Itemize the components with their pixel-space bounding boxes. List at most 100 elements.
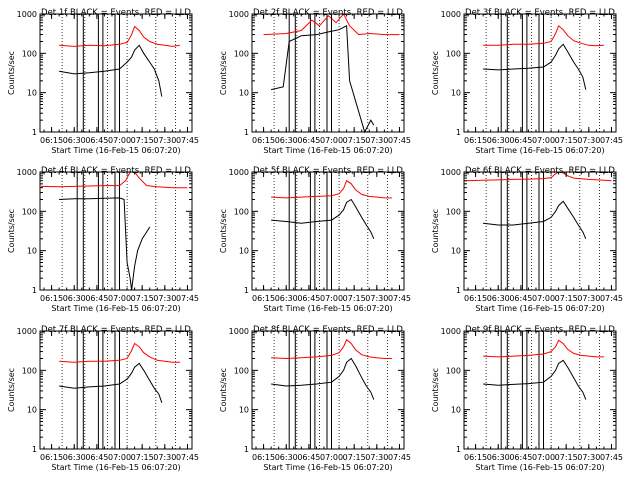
x-tick-label: 07:00 [532,453,555,462]
panel-det-4: 1 10 100 1000 06:15 06:30 06:45 07:00 07:15 07:30… [7,166,199,313]
y-tick-label: 1 [244,286,249,295]
x-tick-label: 07:45 [600,294,623,303]
y-axis-label: Counts/sec [219,51,228,95]
x-tick-label: 06:15 [464,294,487,303]
panel-det-6: 1 10 100 1000 06:15 06:30 06:45 07:00 07:15 07:30… [431,166,623,313]
y-tick-label: 1000 [441,10,461,19]
x-tick-label: 06:30 [275,453,298,462]
x-tick-label: 07:00 [108,453,131,462]
events-line [483,359,587,400]
plot-frame [463,171,617,291]
x-axis-label: Start Time (16-Feb-15 06:07:20) [263,463,392,472]
x-tick-label: 07:00 [320,453,343,462]
x-axis-label: Start Time (16-Feb-15 06:07:20) [475,463,604,472]
y-tick-label: 100 [22,366,37,375]
y-tick-label: 1 [32,445,37,454]
x-tick-label: 07:15 [343,453,366,462]
y-tick-label: 10 [451,247,461,256]
x-axis-label: Start Time (16-Feb-15 06:07:20) [51,146,180,155]
x-tick-label: 06:15 [252,294,275,303]
panel-det-8: 1 10 100 1000 06:15 06:30 06:45 07:00 07:15 07:30… [219,325,411,472]
y-tick-label: 1 [32,128,37,137]
x-tick-label: 06:45 [297,453,320,462]
y-tick-label: 1 [456,286,461,295]
panel-det-5: 1 10 100 1000 06:15 06:30 06:45 07:00 07:15 07:30… [219,166,411,313]
x-axis-label: Start Time (16-Feb-15 06:07:20) [51,463,180,472]
y-tick-label: 100 [22,49,37,58]
y-tick-label: 1000 [17,10,37,19]
x-tick-label: 07:45 [600,136,623,145]
x-tick-label: 07:45 [176,294,199,303]
y-axis-label: Counts/sec [7,209,16,253]
events-line [483,200,587,239]
panel-title: Det 6f BLACK = Events, RED = LLD [465,166,615,176]
x-tick-label: 07:00 [320,294,343,303]
x-tick-label: 06:30 [63,294,86,303]
plot-frame [251,13,405,133]
y-axis-label: Counts/sec [431,209,440,253]
panel-title: Det 4f BLACK = Events, RED = LLD [41,166,191,176]
x-tick-label: 06:30 [275,294,298,303]
x-tick-label: 07:30 [365,453,388,462]
panel-title: Det 3f BLACK = Events, RED = LLD [465,8,615,18]
events-line [59,44,163,97]
x-tick-label: 07:15 [555,453,578,462]
lld-line [271,179,392,199]
panel-title: Det 7f BLACK = Events, RED = LLD [41,325,191,335]
lld-line [59,25,180,47]
y-tick-label: 1 [244,128,249,137]
x-tick-label: 06:15 [40,136,63,145]
x-tick-label: 06:30 [487,453,510,462]
lld-line [464,171,612,182]
y-tick-label: 1000 [229,327,249,336]
events-line [59,197,151,291]
x-tick-label: 07:45 [388,453,411,462]
y-tick-label: 100 [234,207,249,216]
x-tick-label: 06:15 [252,136,275,145]
y-tick-label: 1 [456,445,461,454]
y-tick-label: 10 [451,89,461,98]
x-tick-label: 07:15 [131,294,154,303]
lld-line [271,338,392,360]
y-tick-label: 1000 [441,168,461,177]
y-tick-label: 10 [27,89,37,98]
panel-det-2: 1 10 100 1000 06:15 06:30 06:45 07:00 07:15 07:30… [219,8,411,155]
x-tick-label: 07:15 [343,136,366,145]
x-tick-label: 06:30 [63,136,86,145]
events-line [483,43,587,90]
y-tick-label: 100 [234,366,249,375]
y-axis-label: Counts/sec [7,368,16,412]
x-tick-label: 07:30 [365,136,388,145]
y-tick-label: 10 [27,247,37,256]
events-line [270,24,375,134]
y-tick-label: 1 [244,445,249,454]
x-tick-label: 06:15 [40,453,63,462]
x-tick-label: 06:45 [509,294,532,303]
x-tick-label: 06:30 [63,453,86,462]
x-tick-label: 06:30 [487,294,510,303]
x-tick-label: 06:45 [297,136,320,145]
lld-line [483,24,604,47]
panel-title: Det 5f BLACK = Events, RED = LLD [253,166,403,176]
x-tick-label: 06:30 [275,136,298,145]
x-tick-label: 06:45 [85,294,108,303]
x-axis-label: Start Time (16-Feb-15 06:07:20) [51,304,180,313]
x-tick-label: 07:15 [555,136,578,145]
x-tick-label: 07:15 [131,136,154,145]
y-tick-label: 1000 [17,168,37,177]
plot-frame [251,171,405,291]
x-tick-label: 06:45 [509,453,532,462]
x-tick-label: 07:00 [108,294,131,303]
x-tick-label: 07:30 [577,136,600,145]
y-tick-label: 100 [446,207,461,216]
lld-line [263,13,400,36]
x-axis-label: Start Time (16-Feb-15 06:07:20) [263,304,392,313]
y-tick-label: 1000 [441,327,461,336]
y-tick-label: 10 [451,406,461,415]
x-tick-label: 06:45 [509,136,532,145]
x-tick-label: 06:45 [85,453,108,462]
events-line [59,362,163,403]
lld-line [483,339,604,358]
panel-det-9: 1 10 100 1000 06:15 06:30 06:45 07:00 07:15 07:30… [431,325,623,472]
panel-det-7: 1 10 100 1000 06:15 06:30 06:45 07:00 07:15 07:30… [7,325,199,472]
